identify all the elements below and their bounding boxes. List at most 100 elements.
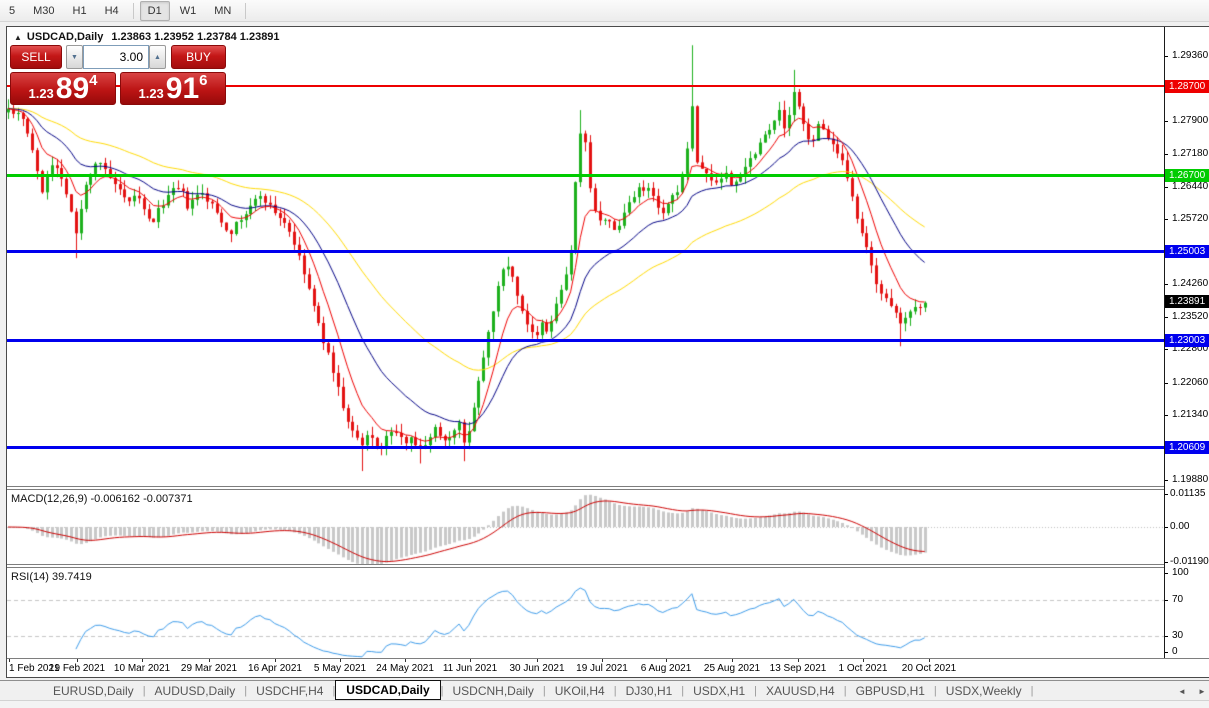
sell-button[interactable]: SELL [10,45,62,69]
rsi-indicator-canvas[interactable] [7,568,1164,658]
buy-price-box[interactable]: 1.23 91 6 [120,72,226,105]
rsi-scale-label: 70 [1172,594,1184,605]
price-level-line-1.287[interactable] [7,84,1164,87]
pane-bottom-border [7,658,1209,659]
toolbar-separator [132,2,134,19]
axis-tick [1165,317,1168,318]
toolbar-separator [245,2,247,19]
macd-scale-label: 0.00 [1170,521,1190,532]
axis-tick [1165,527,1168,528]
macd-scale-label: -0.011904 [1170,556,1209,567]
axis-tick [1165,652,1168,653]
chart-ohlc-values: 1.23863 1.23952 1.23784 1.23891 [111,31,280,43]
date-axis-label: 16 Apr 2021 [248,663,302,674]
price-axis-label: 1.19880 [1172,474,1209,485]
date-axis-label: 19 Feb 2021 [48,663,106,674]
chart-tab-ukoil-h4[interactable]: UKOil,H4 [554,683,605,698]
price-axis-label: 1.26440 [1172,181,1209,192]
date-tick [537,659,538,662]
price-level-line-1.25003[interactable] [7,249,1164,253]
date-tick [340,659,341,662]
date-axis-label: 19 Jul 2021 [576,663,628,674]
macd-label: MACD(12,26,9) -0.006162 -0.007371 [11,493,193,505]
tab-separator: | [613,684,617,697]
date-axis-label: 20 Oct 2021 [901,663,957,674]
buy-price-prefix: 1.23 [138,86,164,101]
sell-price-box[interactable]: 1.23 89 4 [10,72,116,105]
date-tick [863,659,864,662]
buy-button[interactable]: BUY [171,45,226,69]
timeframe-button-mn[interactable]: MN [214,4,232,17]
date-axis-label: 10 Mar 2021 [113,663,171,674]
chart-tab-usdchf-h4[interactable]: USDCHF,H4 [256,683,324,698]
chart-tab-dj30-h1[interactable]: DJ30,H1 [625,683,673,698]
timeframe-toolbar: 5 M30 H1 H4 D1 W1 MN [0,0,1209,22]
date-axis-label: 30 Jun 2021 [509,663,565,674]
sell-price-pip: 4 [89,72,98,89]
timeframe-button-5[interactable]: 5 [9,4,16,17]
date-axis-label: 5 May 2021 [313,663,367,674]
price-level-line-1.20609[interactable] [7,446,1164,450]
timeframe-button-h4[interactable]: H4 [104,4,119,17]
timeframe-button-w1[interactable]: W1 [179,4,197,17]
price-axis: 1.29360 1.27900 1.27180 1.26440 1.25720 1.242… [1165,27,1209,658]
chart-window: ▲ USDCAD,Daily 1.23863 1.23952 1.23784 1.2… [6,26,1209,678]
date-axis-label: 29 Mar 2021 [180,663,238,674]
chart-tab-usdx-h1[interactable]: USDX,H1 [693,683,746,698]
price-level-line-1.267[interactable] [7,173,1164,177]
chart-tab-audusd-daily[interactable]: AUDUSD,Daily [154,683,236,698]
macd-indicator-canvas[interactable] [7,490,1164,564]
date-tick [142,659,143,662]
price-axis-label: 1.24260 [1172,278,1209,289]
price-level-line-1.23003[interactable] [7,339,1164,343]
axis-tick [1165,562,1168,563]
axis-tick [1165,480,1168,481]
macd-rsi-divider[interactable] [7,564,1209,568]
axis-tick [1165,383,1168,384]
axis-tick [1165,415,1168,416]
chart-tab-xauusd-h4[interactable]: XAUUSD,H4 [766,683,835,698]
price-axis-label: 1.22060 [1172,377,1209,388]
sell-price-prefix: 1.23 [28,86,54,101]
status-bar [0,700,1209,708]
collapse-panel-icon[interactable]: ▲ [14,33,22,42]
date-tick [405,659,406,662]
price-macd-divider[interactable] [7,486,1209,490]
chart-tab-gbpusd-h1[interactable]: GBPUSD,H1 [855,683,925,698]
tab-separator: | [843,684,847,697]
timeframe-button-m30[interactable]: M30 [33,4,55,17]
axis-tick [1165,187,1168,188]
date-tick [77,659,78,662]
price-level-badge: 1.26700 [1165,169,1209,182]
volume-increase-button[interactable]: ▲ [149,45,166,69]
tab-separator: | [142,684,146,697]
chart-tab-usdx-weekly[interactable]: USDX,Weekly [945,683,1022,698]
tab-scroll-left-icon[interactable]: ◄ [1178,687,1186,696]
sell-price-big: 89 [55,72,90,105]
date-tick [470,659,471,662]
axis-tick [1165,349,1168,350]
tab-scroll-right-icon[interactable]: ► [1198,687,1206,696]
price-level-badge: 1.23891 [1165,295,1209,308]
timeframe-button-d1[interactable]: D1 [139,0,170,21]
date-axis-label: 1 Oct 2021 [838,663,888,674]
axis-tick [1165,573,1168,574]
timeframe-button-h1[interactable]: H1 [72,4,87,17]
price-axis-label: 1.21340 [1172,409,1209,420]
volume-decrease-button[interactable]: ▼ [66,45,83,69]
price-level-badge: 1.25003 [1165,245,1209,258]
rsi-scale-label: 30 [1172,630,1184,641]
date-axis-label: 13 Sep 2021 [769,663,827,674]
chart-tab-usdcnh-daily[interactable]: USDCNH,Daily [452,683,534,698]
chart-tab-usdcad-daily[interactable]: USDCAD,Daily [335,679,441,700]
axis-tick [1165,600,1168,601]
price-axis-label: 1.27180 [1172,148,1209,159]
volume-input[interactable] [83,45,149,69]
date-tick [666,659,667,662]
chart-tab-eurusd-daily[interactable]: EURUSD,Daily [53,683,134,698]
date-tick [798,659,799,662]
axis-tick [1165,219,1168,220]
date-axis-label: 24 May 2021 [376,663,434,674]
tab-separator: | [933,684,937,697]
